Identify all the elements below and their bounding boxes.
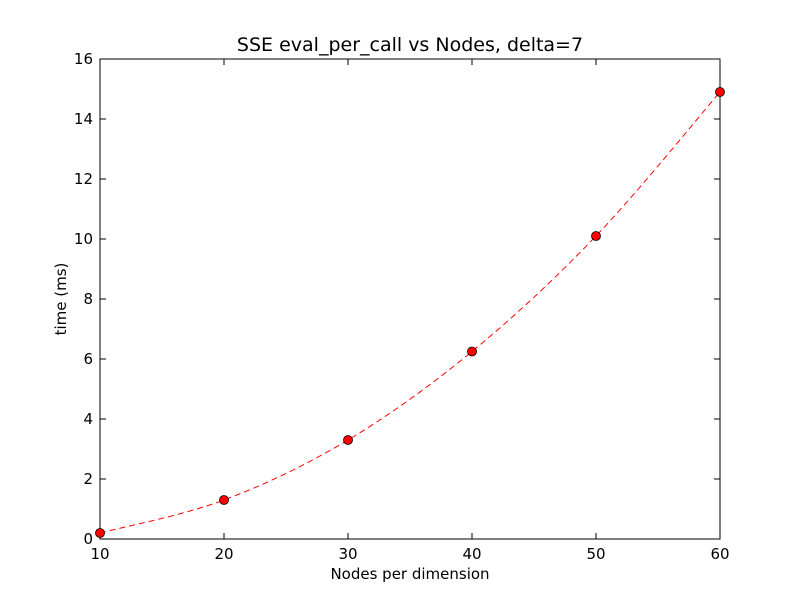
chart-title: SSE eval_per_call vs Nodes, delta=7 [237,34,583,56]
x-axis-title: Nodes per dimension [330,565,489,583]
x-tick-label: 40 [462,545,481,563]
y-tick-label: 2 [83,470,93,488]
x-tick-label: 50 [586,545,605,563]
x-tick-label: 20 [214,545,233,563]
data-point [715,87,725,97]
y-tick-label: 0 [83,530,93,548]
plot-frame [99,58,721,540]
y-tick-label: 10 [74,230,93,248]
y-axis-title: time (ms) [52,263,70,336]
data-point [343,435,353,445]
y-tick-label: 16 [74,50,93,68]
x-tick-label: 30 [338,545,357,563]
x-tick-label: 60 [710,545,729,563]
series-line [99,91,721,534]
x-tick-label: 10 [90,545,109,563]
data-point [95,528,105,538]
y-tick-label: 14 [74,110,93,128]
data-point [467,346,477,357]
y-tick-label: 4 [83,410,93,428]
data-point [219,495,229,505]
plot-area: 10 20 30 40 50 60 0 2 4 6 8 10 12 14 16 [74,50,730,563]
y-tick-label: 8 [83,290,93,308]
y-tick-label: 12 [74,170,93,188]
data-point [591,231,601,241]
y-tick-label: 6 [83,350,93,368]
